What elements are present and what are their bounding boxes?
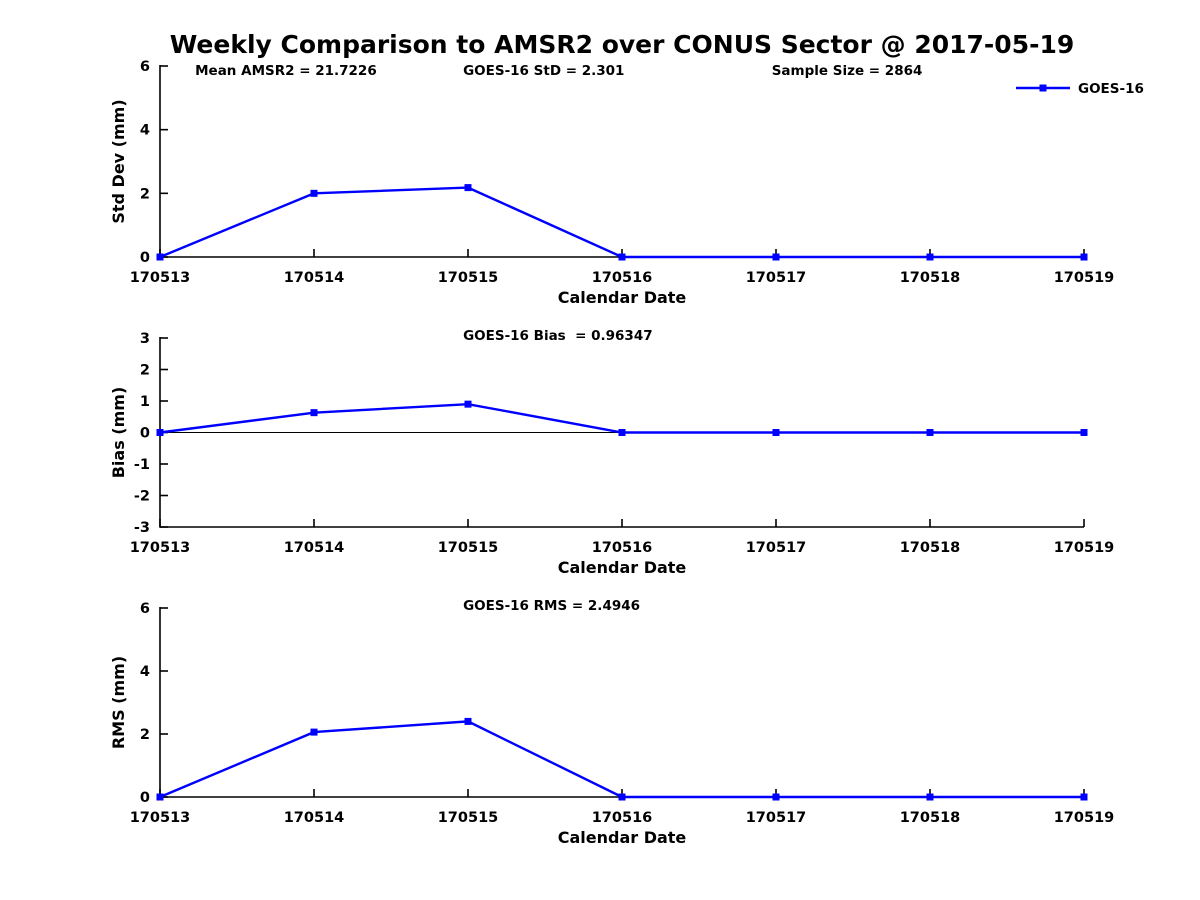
data-point-marker <box>156 253 164 261</box>
data-point-marker <box>310 189 318 197</box>
x-tick-label: 170517 <box>746 270 807 286</box>
data-point-marker <box>926 429 934 436</box>
x-tick-label: 170514 <box>284 810 345 826</box>
data-point-marker <box>156 429 164 436</box>
legend-marker <box>1039 84 1047 92</box>
y-tick-label: 1 <box>140 394 150 410</box>
legend: GOES-16 <box>1016 81 1144 97</box>
data-point-marker <box>926 793 934 801</box>
y-tick-label: 0 <box>140 790 150 806</box>
x-tick-label: 170515 <box>438 270 499 286</box>
x-tick-label: 170516 <box>592 270 653 286</box>
x-tick-label: 170519 <box>1054 810 1115 826</box>
bias-subplot: -3 -2 -1 0 1 2 3 170513 170514 170515 170516 170517… <box>109 328 1114 577</box>
data-point-marker <box>772 793 780 801</box>
x-axis-label: Calendar Date <box>558 558 687 577</box>
data-point-marker <box>618 253 626 261</box>
x-tick-label: 170516 <box>592 810 653 826</box>
x-tick-label: 170513 <box>130 810 191 826</box>
data-point-marker <box>772 253 780 261</box>
y-tick-label: -1 <box>134 457 150 473</box>
x-tick-label: 170519 <box>1054 270 1115 286</box>
data-point-marker <box>310 409 318 417</box>
y-axis-label: Std Dev (mm) <box>109 99 128 223</box>
rms-subplot: 0 2 4 6 170513 170514 170515 170516 170517 170518… <box>109 598 1114 847</box>
y-tick-label: 0 <box>140 426 150 442</box>
data-point-marker <box>310 728 318 736</box>
x-tick-label: 170513 <box>130 540 191 556</box>
x-tick-label: 170518 <box>900 270 961 286</box>
x-axis-label: Calendar Date <box>558 828 687 847</box>
std-dev-annotation-0: Mean AMSR2 = 21.7226 <box>195 63 377 79</box>
y-tick-label: 2 <box>140 727 150 743</box>
x-tick-label: 170516 <box>592 540 653 556</box>
x-tick-label: 170515 <box>438 540 499 556</box>
y-tick-label: 2 <box>140 363 150 379</box>
x-axis-label: Calendar Date <box>558 288 687 307</box>
data-point-marker <box>772 429 780 436</box>
y-tick-label: 2 <box>140 186 150 202</box>
figure-title: Weekly Comparison to AMSR2 over CONUS Se… <box>169 30 1075 59</box>
x-tick-label: 170514 <box>284 540 345 556</box>
y-tick-label: 6 <box>140 59 150 75</box>
y-tick-label: 4 <box>140 664 150 680</box>
std-dev-annotation-1: GOES-16 StD = 2.301 <box>463 63 624 79</box>
y-tick-label: 6 <box>140 601 150 617</box>
x-tick-label: 170518 <box>900 810 961 826</box>
y-tick-label: 0 <box>140 250 150 266</box>
x-tick-label: 170517 <box>746 540 807 556</box>
x-tick-label: 170513 <box>130 270 191 286</box>
data-point-marker <box>464 400 472 408</box>
data-point-marker <box>1080 253 1088 261</box>
legend-label: GOES-16 <box>1078 81 1144 97</box>
x-tick-label: 170514 <box>284 270 345 286</box>
data-point-marker <box>618 429 626 436</box>
x-tick-label: 170515 <box>438 810 499 826</box>
rms-annotation-0: GOES-16 RMS = 2.4946 <box>463 598 640 614</box>
x-tick-label: 170517 <box>746 810 807 826</box>
data-line <box>159 720 1084 799</box>
y-tick-label: -2 <box>134 489 150 505</box>
data-point-marker <box>156 793 164 801</box>
y-axis-label: Bias (mm) <box>109 387 128 479</box>
data-point-marker <box>464 184 472 192</box>
data-point-marker <box>464 717 472 725</box>
data-point-marker <box>618 793 626 801</box>
y-axis-label: RMS (mm) <box>109 656 128 749</box>
x-tick-label: 170518 <box>900 540 961 556</box>
data-point-marker <box>1080 793 1088 801</box>
y-tick-label: 3 <box>140 331 150 347</box>
data-line <box>159 186 1084 259</box>
data-point-marker <box>1080 429 1088 436</box>
x-tick-label: 170519 <box>1054 540 1115 556</box>
std-dev-subplot: 0 2 4 6 170513 170514 170515 170516 170517 170518… <box>109 59 1144 307</box>
y-tick-label: 4 <box>140 123 150 139</box>
data-line <box>159 402 1084 434</box>
data-point-marker <box>926 253 934 261</box>
std-dev-annotation-2: Sample Size = 2864 <box>772 63 923 79</box>
y-tick-label: -3 <box>134 520 150 536</box>
bias-annotation-0: GOES-16 Bias = 0.96347 <box>463 328 653 344</box>
